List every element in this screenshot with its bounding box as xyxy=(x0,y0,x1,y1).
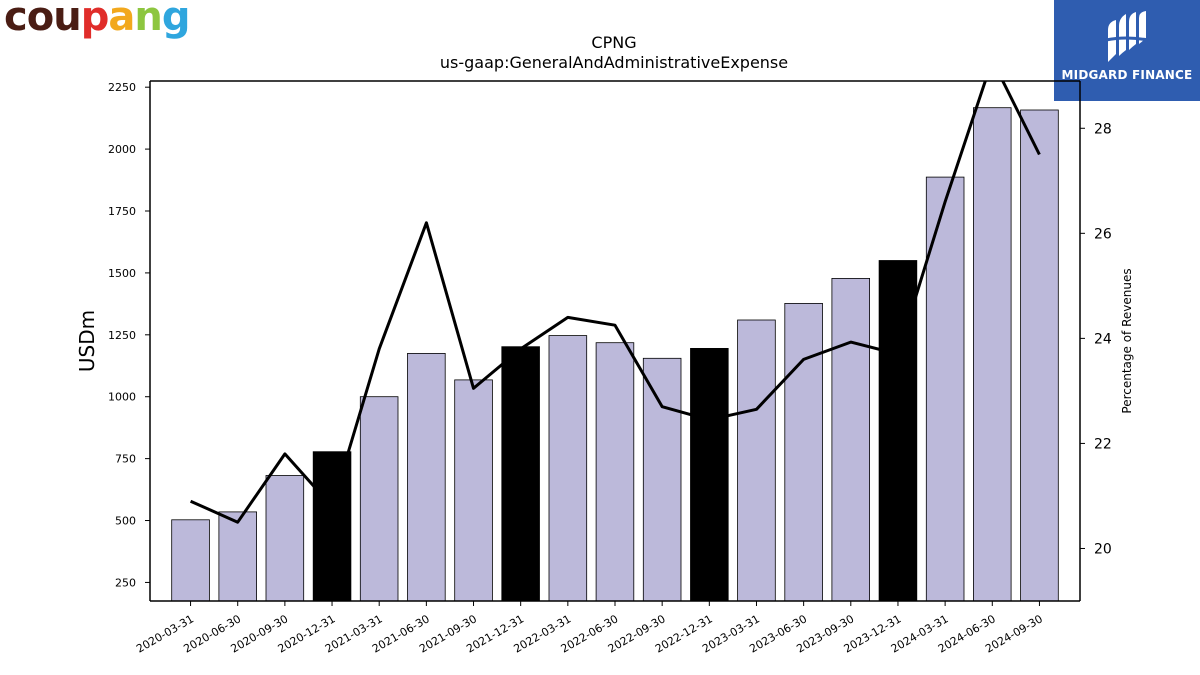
midgard-logo-mark-icon xyxy=(1105,11,1149,62)
y-tick-label: 750 xyxy=(115,453,136,466)
y-tick-label: 1750 xyxy=(108,205,136,218)
logo-letter: g xyxy=(161,0,191,40)
logo-letter: n xyxy=(134,0,163,40)
y-tick-label: 1500 xyxy=(108,267,136,280)
bar xyxy=(784,302,823,602)
bar xyxy=(925,176,965,602)
logo-letter: p xyxy=(80,0,110,40)
bar xyxy=(737,319,776,602)
y-tick-label: 1000 xyxy=(108,391,136,404)
bar xyxy=(690,347,729,602)
y-tick-label: 250 xyxy=(115,576,136,589)
bar xyxy=(548,335,588,602)
y2-tick-label: 20 xyxy=(1094,541,1112,557)
logo-letter: o xyxy=(26,0,55,40)
y2-tick-label: 28 xyxy=(1094,121,1112,137)
chart-title: CPNG xyxy=(591,33,636,52)
y-tick-label: 2250 xyxy=(108,81,136,94)
y-tick-label: 500 xyxy=(115,515,136,528)
midgard-logo-text: MIDGARD FINANCE xyxy=(1061,68,1193,82)
bar xyxy=(831,277,871,602)
bar xyxy=(359,396,399,602)
bar xyxy=(973,107,1012,602)
coupang-logo: coupang xyxy=(4,0,191,40)
bar xyxy=(265,475,305,602)
bar xyxy=(312,451,352,602)
bar xyxy=(595,342,635,602)
logo-letter: u xyxy=(53,0,82,40)
logo-letter: a xyxy=(108,0,135,40)
chart-subtitle: us-gaap:GeneralAndAdministrativeExpense xyxy=(440,53,788,72)
bar xyxy=(1020,109,1059,602)
bar xyxy=(501,346,540,602)
midgard-finance-logo: MIDGARD FINANCE xyxy=(1054,0,1200,101)
logo-letter: c xyxy=(4,0,28,40)
bar xyxy=(642,357,682,602)
y2-tick-label: 24 xyxy=(1094,331,1112,347)
y-axis-label: USDm xyxy=(75,310,99,372)
pct-revenue-line xyxy=(189,81,1041,524)
y-tick-label: 2000 xyxy=(108,143,136,156)
plot-area: 250 500 750 1000 1250 1500 1750 2000 2250 20 22 24 2… xyxy=(108,80,1112,656)
y2-tick-label: 26 xyxy=(1094,226,1112,242)
bar xyxy=(454,379,493,602)
bar xyxy=(407,352,446,602)
bar xyxy=(171,519,210,602)
y-tick-label: 1250 xyxy=(108,329,136,342)
bar xyxy=(218,511,257,602)
y2-tick-label: 22 xyxy=(1094,436,1112,452)
y2-axis-label: Percentage of Revenues xyxy=(1120,268,1134,413)
